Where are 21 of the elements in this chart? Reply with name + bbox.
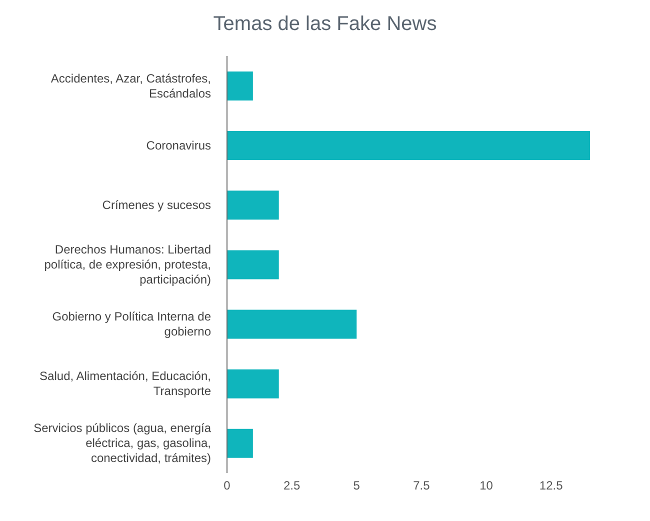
- bar: [227, 131, 590, 160]
- x-tick-label: 5: [353, 478, 360, 493]
- y-tick-label: Servicios públicos (agua, energía eléctrica, gas, gasolina, conectividad, trámites): [34, 421, 212, 466]
- bar: [227, 190, 279, 220]
- y-tick-label: Crímenes y sucesos: [102, 198, 211, 212]
- y-tick-label: Coronavirus: [146, 138, 211, 152]
- y-tick-label: Salud, Alimentación, Educación, Transporte: [40, 369, 212, 398]
- x-tick-label: 7.5: [413, 478, 430, 493]
- bar: [227, 369, 279, 398]
- bar: [227, 428, 253, 458]
- x-tick-label: 10: [480, 478, 494, 493]
- bar: [227, 310, 357, 339]
- bar: [227, 250, 279, 280]
- chart-title: Temas de las Fake News: [213, 13, 437, 35]
- x-tick-label: 2.5: [283, 478, 300, 493]
- y-tick-label: Derechos Humanos: Libertad política, de expresión, protesta, participación): [44, 242, 211, 286]
- bar: [227, 71, 253, 100]
- y-tick-label: Accidentes, Azar, Catástrofes, Escándalos: [50, 71, 211, 100]
- y-tick-label: Gobierno y Política Interna de gobierno: [52, 310, 212, 339]
- x-tick-label: 12.5: [539, 478, 564, 493]
- x-tick-label: 0: [224, 478, 231, 493]
